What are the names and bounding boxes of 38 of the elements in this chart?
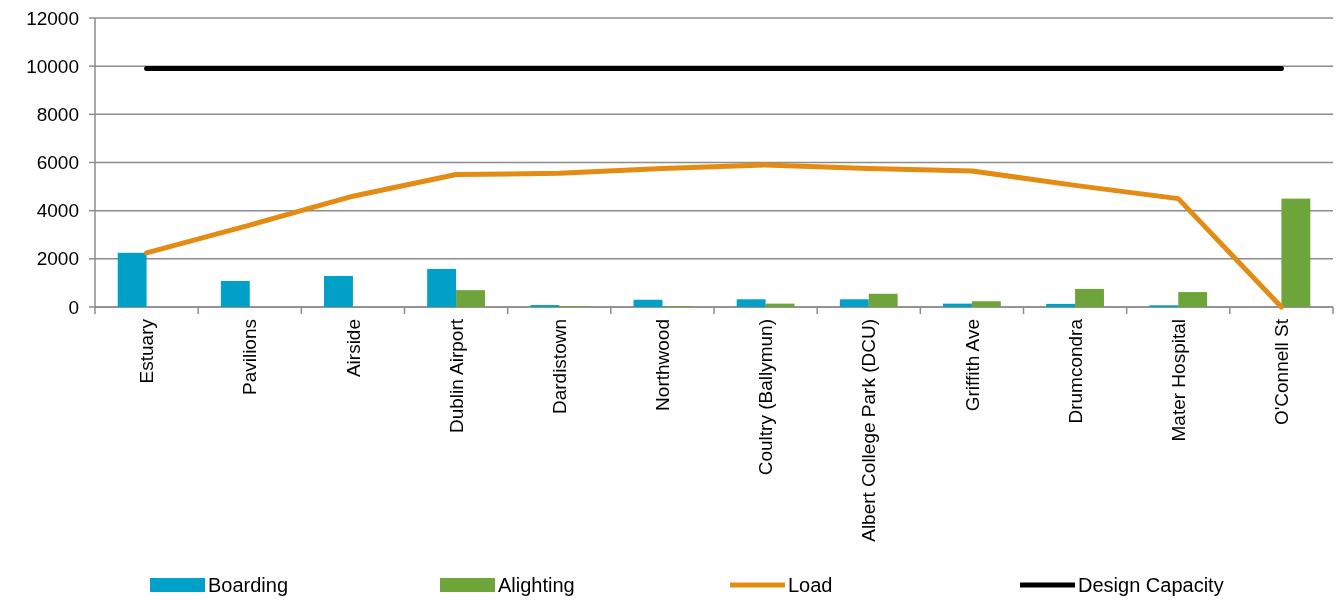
y-tick-label: 0 bbox=[68, 296, 79, 318]
bar bbox=[868, 293, 898, 307]
y-tick-label: 2000 bbox=[36, 248, 79, 270]
x-tick-label: Dublin Airport bbox=[445, 318, 467, 434]
y-tick-label: 8000 bbox=[36, 103, 79, 125]
x-tick-label: Dardistown bbox=[548, 319, 570, 415]
x-tick-label: Airside bbox=[342, 319, 364, 378]
x-tick-label: Estuary bbox=[136, 318, 158, 384]
x-tick-label: Drumcondra bbox=[1064, 318, 1086, 424]
legend-label: Load bbox=[788, 574, 833, 596]
bar bbox=[1178, 292, 1208, 307]
y-tick-label: 12000 bbox=[26, 7, 79, 29]
x-tick-label: Griffith Ave bbox=[961, 319, 983, 412]
bar bbox=[1046, 303, 1076, 307]
bar bbox=[456, 290, 485, 307]
legend-label: Alighting bbox=[498, 574, 575, 596]
bar bbox=[736, 299, 766, 307]
bar bbox=[324, 275, 353, 307]
y-tick-label: 4000 bbox=[36, 200, 79, 222]
bar bbox=[971, 301, 1001, 307]
bar bbox=[427, 268, 457, 307]
legend-label: Boarding bbox=[208, 574, 289, 596]
x-tick-label: Northwood bbox=[652, 319, 674, 411]
bar bbox=[1281, 198, 1311, 307]
legend-label: Design Capacity bbox=[1078, 574, 1224, 596]
x-tick-label: Albert College Park (DCU) bbox=[858, 319, 880, 542]
y-tick-label: 10000 bbox=[26, 55, 79, 77]
x-tick-label: Coultry (Ballymun) bbox=[755, 319, 777, 476]
bar bbox=[839, 299, 869, 307]
x-tick-label: O'Connell St bbox=[1271, 318, 1293, 426]
x-tick-label: Pavilions bbox=[239, 319, 261, 396]
bar bbox=[633, 299, 663, 307]
y-tick-label: 6000 bbox=[36, 152, 79, 174]
bar bbox=[1075, 288, 1104, 307]
bar bbox=[220, 280, 250, 307]
bar bbox=[117, 252, 147, 307]
bar bbox=[943, 303, 972, 307]
x-tick-label: Mater Hospital bbox=[1167, 319, 1189, 442]
